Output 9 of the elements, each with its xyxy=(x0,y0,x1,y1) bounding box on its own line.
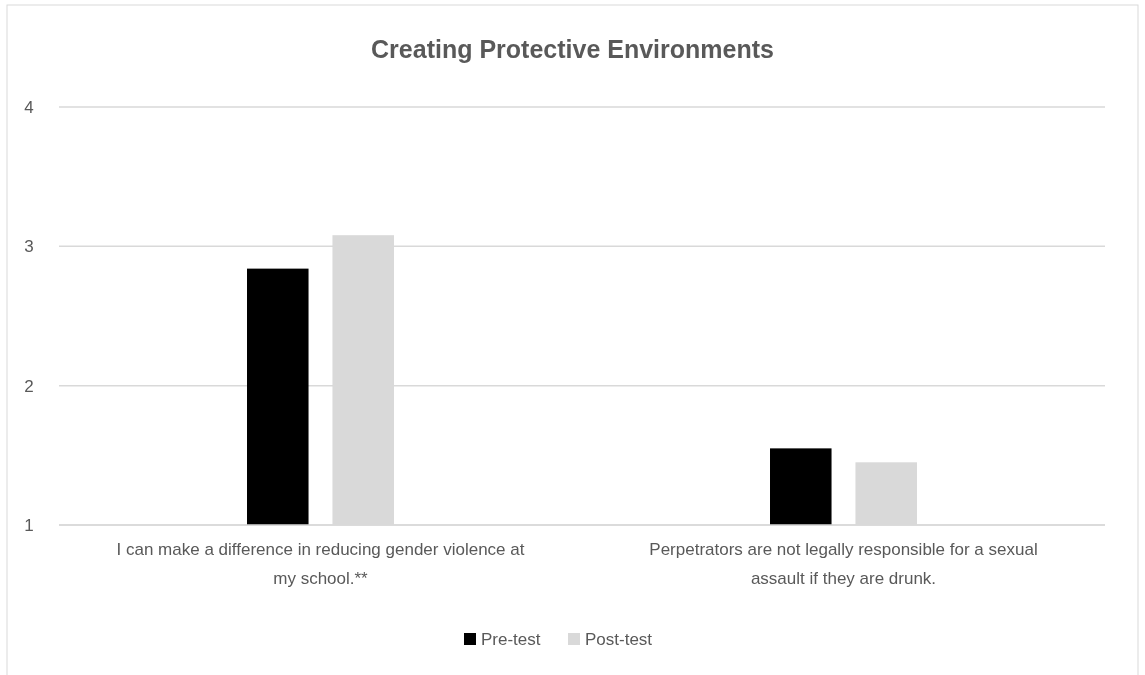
chart-title: Creating Protective Environments xyxy=(371,35,774,63)
legend-label: Pre-test xyxy=(481,629,541,649)
y-tick-label: 1 xyxy=(24,515,34,535)
y-tick-label: 4 xyxy=(24,97,34,117)
x-tick-label: I can make a difference in reducing gender violence at my school.** xyxy=(116,540,525,588)
y-tick-label: 3 xyxy=(24,237,34,257)
legend-label: Post-test xyxy=(585,629,653,649)
x-tick-label: Perpetrators are not legally responsible for a sexual assault if they are drunk. xyxy=(649,540,1038,588)
y-tick-label: 2 xyxy=(24,376,34,396)
